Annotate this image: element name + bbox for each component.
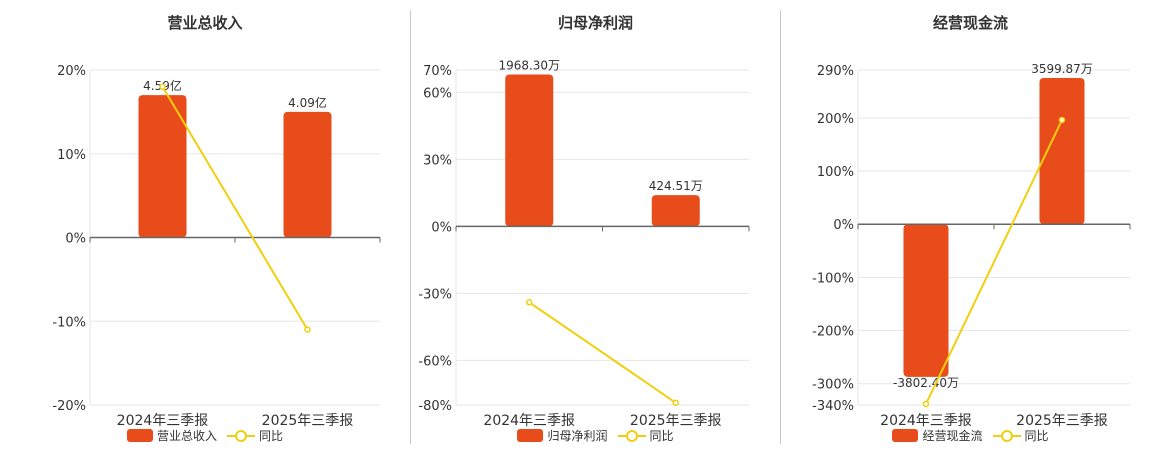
- bar: [283, 111, 332, 238]
- legend-item-bar[interactable]: 归母净利润: [517, 427, 608, 444]
- chart-title: 归母净利润: [557, 14, 633, 32]
- chart-legend: 经营现金流 同比: [781, 427, 1160, 444]
- y-tick-label: -340%: [812, 399, 854, 414]
- x-category-label: 2025年三季报: [1016, 413, 1108, 429]
- y-tick-label: -30%: [418, 287, 452, 302]
- y-tick-label: -20%: [52, 399, 86, 414]
- yoy-point: [1058, 116, 1066, 124]
- y-tick-label: 200%: [817, 112, 854, 127]
- bar-data-label: 3599.87万: [1031, 62, 1093, 76]
- bar-data-label: 424.51万: [649, 179, 703, 193]
- net-profit-chart-svg: 70% 60% 30% 0% -30% -60% -80% 1968.30万 424.51万 20…: [418, 58, 750, 429]
- y-tick-label: -60%: [418, 354, 452, 369]
- y-tick-label: 10%: [57, 148, 86, 163]
- y-tick-label: 0%: [431, 220, 452, 235]
- x-category-label: 2025年三季报: [262, 413, 354, 429]
- legend-item-bar[interactable]: 经营现金流: [892, 427, 983, 444]
- yoy-line: [161, 86, 309, 331]
- chart-title: 营业总收入: [167, 14, 243, 32]
- y-tick-label: 290%: [817, 64, 854, 79]
- y-tick-label: -10%: [52, 315, 86, 330]
- cash-flow-chart-panel: 经营现金流 290% 200% 100% 0% -100% -200% -300% -340%…: [781, 0, 1160, 450]
- revenue-chart-panel: 营业总收入 20%10%0%-10%-20%4.59亿4.09亿2024年三季报…: [0, 0, 410, 450]
- legend-label: 营业总收入: [156, 429, 217, 443]
- x-category-label: 2024年三季报: [117, 413, 209, 429]
- y-tick-label: 0%: [65, 232, 86, 247]
- x-category-label: 2024年三季报: [880, 413, 972, 429]
- cash-flow-chart-svg: 290% 200% 100% 0% -100% -200% -300% -340% -3802.…: [812, 62, 1131, 429]
- panel-divider: [780, 10, 781, 444]
- bar-data-label: -3802.40万: [893, 376, 959, 390]
- legend-label: 归母净利润: [547, 429, 608, 443]
- legend-bar-swatch: [126, 429, 153, 442]
- bar: [651, 195, 700, 227]
- bar: [1039, 77, 1085, 225]
- panel-divider: [410, 10, 411, 444]
- bar-data-label: 1968.30万: [498, 58, 560, 72]
- legend-item-line[interactable]: 同比: [227, 427, 283, 444]
- chart-legend: 归母净利润 同比: [411, 427, 780, 444]
- chart-legend: 营业总收入 同比: [0, 427, 410, 444]
- yoy-line: [528, 301, 677, 404]
- legend-item-bar[interactable]: 营业总收入: [126, 427, 217, 444]
- yoy-point: [526, 299, 533, 306]
- y-tick-label: -200%: [812, 325, 854, 340]
- y-tick-label: 100%: [817, 165, 854, 180]
- yoy-line: [925, 119, 1063, 405]
- bar: [903, 224, 949, 377]
- bar: [138, 95, 187, 238]
- y-tick-label: 0%: [833, 218, 854, 233]
- yoy-point: [304, 326, 311, 333]
- legend-bar-swatch: [892, 429, 919, 442]
- y-tick-label: -80%: [418, 399, 452, 414]
- chart-title: 经营现金流: [932, 14, 1008, 32]
- y-tick-label: 60%: [423, 86, 452, 101]
- y-tick-label: 70%: [423, 64, 452, 79]
- revenue-chart-svg: 20%10%0%-10%-20%4.59亿4.09亿2024年三季报2025年三…: [52, 64, 381, 429]
- yoy-point: [672, 399, 679, 407]
- legend-line-swatch: [617, 429, 646, 442]
- legend-label: 同比: [649, 429, 674, 443]
- y-tick-label: -300%: [812, 378, 854, 393]
- bar: [505, 74, 554, 227]
- y-tick-label: 20%: [57, 64, 86, 79]
- legend-item-line[interactable]: 同比: [617, 427, 674, 444]
- x-category-label: 2025年三季报: [630, 413, 722, 429]
- y-tick-label: -100%: [812, 271, 854, 286]
- legend-label: 同比: [1024, 429, 1049, 443]
- legend-item-line[interactable]: 同比: [992, 427, 1049, 444]
- x-category-label: 2024年三季报: [483, 413, 575, 429]
- legend-label: 同比: [259, 429, 284, 443]
- legend-line-swatch: [992, 429, 1021, 442]
- net-profit-chart-panel: 归母净利润 70% 60% 30% 0% -30% -60% -80% 1968.30万 424…: [411, 0, 780, 450]
- legend-line-swatch: [227, 429, 255, 442]
- yoy-point: [159, 83, 166, 90]
- legend-bar-swatch: [517, 429, 544, 442]
- y-tick-label: 30%: [423, 153, 452, 168]
- yoy-point: [922, 400, 930, 408]
- bar-data-label: 4.09亿: [288, 95, 327, 110]
- legend-label: 经营现金流: [922, 429, 983, 443]
